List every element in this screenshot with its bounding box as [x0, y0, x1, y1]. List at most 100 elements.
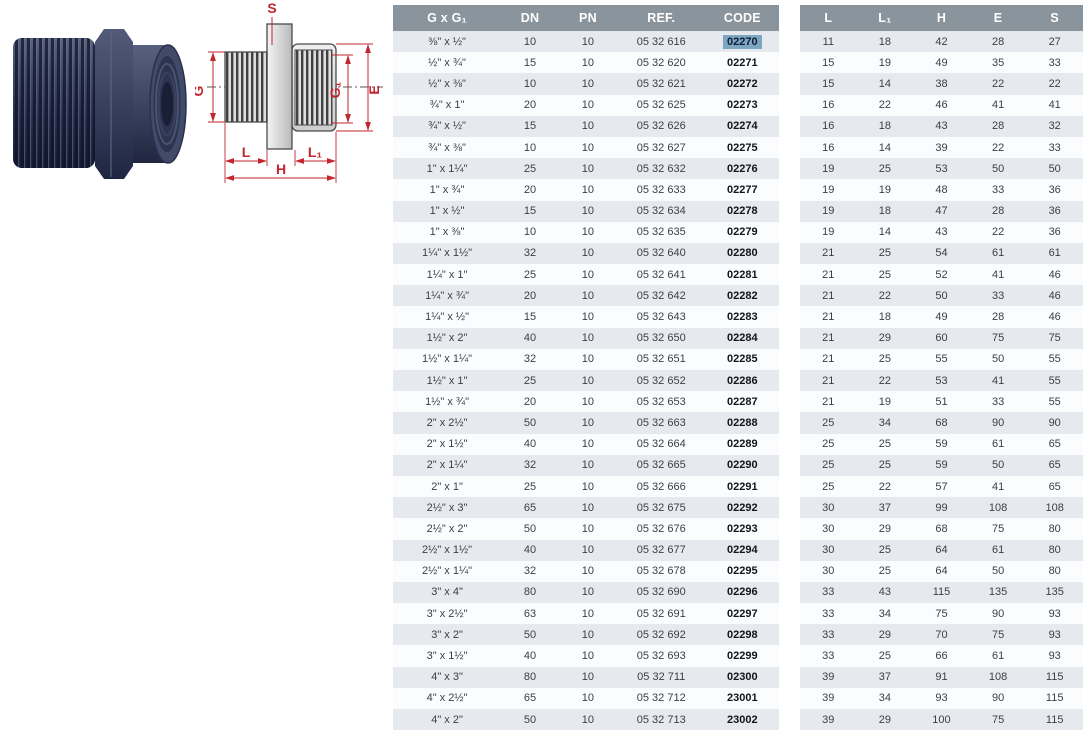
table-cell: 10 [558, 306, 617, 328]
table-cell: 10 [558, 391, 617, 413]
table-cell: 19 [856, 391, 914, 413]
table-cell: 23001 [705, 687, 779, 709]
table-row: 21 18 49 28 46 [800, 306, 1083, 328]
table-cell: 39 [800, 709, 857, 731]
table-cell: 25 [856, 560, 914, 582]
table-cell: 50 [501, 624, 559, 646]
table-row: 4" x 2½" 65 10 05 32 712 23001 [393, 687, 779, 709]
table-cell: 10 [558, 412, 617, 434]
table-cell: 21 [800, 391, 857, 413]
header-row: G x G₁ DN PN REF. CODE [393, 5, 779, 31]
table-cell: 2½" x 2" [393, 518, 502, 540]
table-cell: 02296 [705, 581, 779, 604]
column-header: DN [501, 5, 559, 31]
table-cell: 10 [558, 179, 617, 201]
table-cell: 10 [558, 433, 617, 455]
table-cell: 99 [913, 497, 970, 519]
table-cell: 25 [856, 645, 914, 667]
table-cell: 65 [501, 497, 559, 519]
dim-label-g1: G₁ [327, 81, 343, 98]
table-cell: 43 [913, 115, 970, 137]
table-cell: 25 [856, 264, 914, 286]
table-cell: 3" x 2" [393, 624, 502, 646]
table-cell: 28 [969, 31, 1027, 53]
table-cell: 05 32 677 [616, 539, 706, 561]
table-cell: 80 [501, 581, 559, 604]
table-cell: 28 [969, 200, 1027, 222]
table-cell: 02277 [705, 179, 779, 201]
dim-label-h: H [276, 161, 286, 177]
table-cell: 10 [558, 560, 617, 582]
table-cell: 16 [800, 115, 857, 137]
table-cell: 02280 [705, 242, 779, 265]
table-cell: 135 [969, 581, 1027, 604]
table-cell: 32 [501, 560, 559, 582]
table-cell: 10 [558, 221, 617, 243]
table-cell: 59 [913, 433, 970, 455]
table-cell: 108 [969, 497, 1027, 519]
table-cell: 93 [1026, 603, 1083, 625]
table-cell: 54 [913, 242, 970, 265]
table-cell: 37 [856, 497, 914, 519]
table-row: 2½" x 3" 65 10 05 32 675 02292 [393, 497, 779, 519]
table-row: 21 19 51 33 55 [800, 391, 1083, 413]
table-cell: 65 [1026, 475, 1083, 498]
column-header: L₁ [856, 5, 914, 31]
table-cell: 10 [501, 136, 559, 159]
table-cell: 21 [800, 285, 857, 307]
table-row: 19 19 48 33 36 [800, 179, 1083, 201]
table-cell: 10 [501, 31, 559, 53]
table-cell: 75 [913, 603, 970, 625]
dimension-diagram: S G G₁ E L L₁ H [190, 0, 390, 190]
dim-label-e: E [366, 85, 382, 94]
table-row: 21 22 53 41 55 [800, 370, 1083, 392]
table-cell: 02276 [705, 158, 779, 180]
table-cell: 05 32 650 [616, 327, 706, 349]
table-row: 2" x 1½" 40 10 05 32 664 02289 [393, 433, 779, 455]
table-cell: 21 [800, 264, 857, 286]
column-header: H [913, 5, 970, 31]
table-cell: 10 [558, 624, 617, 646]
table-cell: 02300 [705, 666, 779, 688]
table-row: 16 14 39 22 33 [800, 136, 1083, 159]
table-cell: 05 32 634 [616, 200, 706, 222]
table-row: 30 37 99 108 108 [800, 497, 1083, 519]
table-cell: 16 [800, 136, 857, 159]
table-cell: 10 [558, 94, 617, 116]
table-cell: 68 [913, 412, 970, 434]
table-cell: 15 [501, 115, 559, 137]
table-row: 25 22 57 41 65 [800, 475, 1083, 498]
table-cell: 33 [969, 179, 1027, 201]
table-cell: 02299 [705, 645, 779, 667]
table-cell: 14 [856, 221, 914, 243]
table-cell: 50 [969, 158, 1027, 180]
table-cell: 19 [800, 179, 857, 201]
table-cell: 80 [1026, 560, 1083, 582]
table-cell: 36 [1026, 221, 1083, 243]
table-row: 1¼" x ½" 15 10 05 32 643 02283 [393, 306, 779, 328]
table-cell: 115 [1026, 666, 1083, 688]
table-cell: 65 [501, 687, 559, 709]
table-cell: 02272 [705, 73, 779, 95]
table-cell: 30 [800, 518, 857, 540]
table-row: 30 25 64 50 80 [800, 560, 1083, 582]
table-cell: 43 [856, 581, 914, 604]
table-cell: 65 [1026, 433, 1083, 455]
table-row: 30 29 68 75 80 [800, 518, 1083, 540]
table-cell: 18 [856, 31, 914, 53]
table-row: 3" x 2½" 63 10 05 32 691 02297 [393, 603, 779, 625]
table-cell: 05 32 692 [616, 624, 706, 646]
table-cell: 28 [969, 115, 1027, 137]
table-cell: 10 [558, 518, 617, 540]
table-cell: 57 [913, 475, 970, 498]
table-cell: 27 [1026, 31, 1083, 53]
table-cell: 25 [856, 348, 914, 370]
table-cell: 10 [558, 539, 617, 561]
table-cell: 60 [913, 327, 970, 349]
table-cell: 23002 [705, 709, 779, 731]
table-cell: 29 [856, 518, 914, 540]
table-cell: 18 [856, 115, 914, 137]
column-header: PN [558, 5, 617, 31]
table-cell: 19 [800, 158, 857, 180]
table-row: 1¼" x ¾" 20 10 05 32 642 02282 [393, 285, 779, 307]
